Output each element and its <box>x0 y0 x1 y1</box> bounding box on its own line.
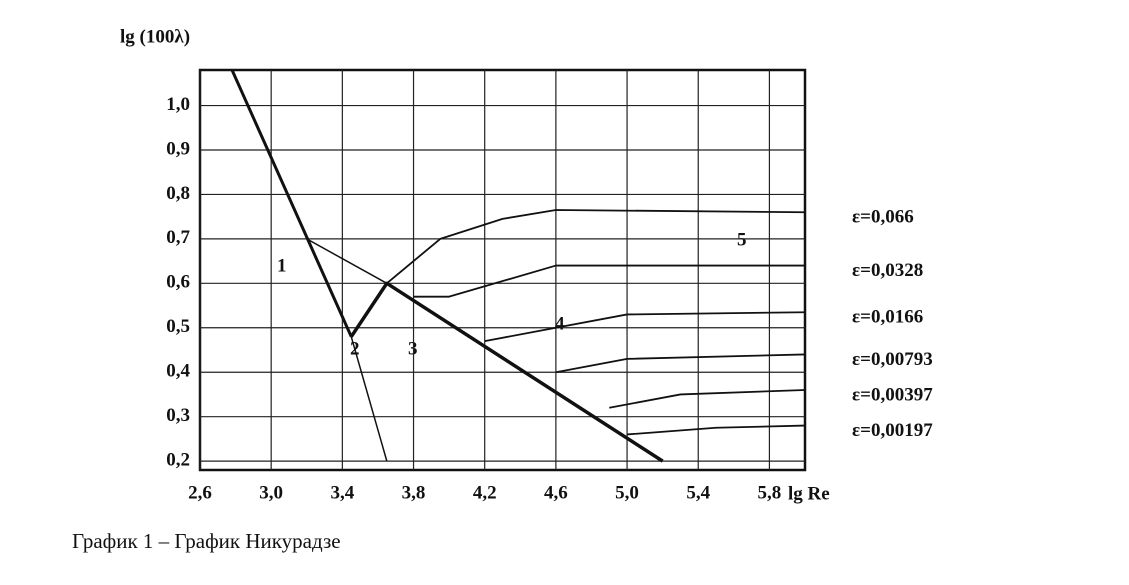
legend-label: ε=0,0328 <box>852 260 923 281</box>
curve <box>484 311 806 342</box>
curve <box>350 336 388 462</box>
annotation: 1 <box>277 255 287 276</box>
y-tick-label: 0,4 <box>166 361 190 382</box>
x-axis-label: lg Re <box>788 483 830 504</box>
annotation: 3 <box>408 338 418 359</box>
x-tick-label: 3,8 <box>402 482 426 503</box>
legend-label: ε=0,0166 <box>852 307 923 328</box>
y-tick-label: 0,5 <box>166 316 190 337</box>
y-tick-label: 0,8 <box>166 183 190 204</box>
curve <box>306 238 388 284</box>
y-tick-label: 0,6 <box>166 272 190 293</box>
curve <box>230 69 353 338</box>
curve <box>386 209 806 285</box>
y-tick-label: 0,9 <box>166 138 190 159</box>
curve <box>626 424 806 436</box>
x-tick-label: 3,4 <box>330 482 354 503</box>
x-tick-label: 2,6 <box>188 482 212 503</box>
curve <box>413 264 805 298</box>
x-tick-label: 5,8 <box>758 482 782 503</box>
y-axis-label: lg (100λ) <box>120 26 190 47</box>
caption: График 1 – График Никурадзе <box>72 529 341 553</box>
x-tick-label: 3,0 <box>259 482 283 503</box>
legend-label: ε=0,066 <box>852 207 914 228</box>
annotation: 4 <box>555 313 565 334</box>
y-tick-label: 1,0 <box>166 94 190 115</box>
annotation: 5 <box>737 229 747 250</box>
x-tick-label: 5,0 <box>615 482 639 503</box>
curve <box>555 353 806 374</box>
legend-label: ε=0,00793 <box>852 349 933 370</box>
x-tick-label: 4,6 <box>544 482 568 503</box>
legend-label: ε=0,00197 <box>852 420 933 441</box>
y-tick-label: 0,7 <box>166 227 190 248</box>
curve <box>609 389 806 409</box>
y-tick-label: 0,3 <box>166 405 190 426</box>
y-tick-label: 0,2 <box>166 449 190 470</box>
plot-frame <box>198 68 807 472</box>
x-tick-label: 4,2 <box>473 482 497 503</box>
legend-label: ε=0,00397 <box>852 384 933 405</box>
x-tick-label: 5,4 <box>686 482 710 503</box>
